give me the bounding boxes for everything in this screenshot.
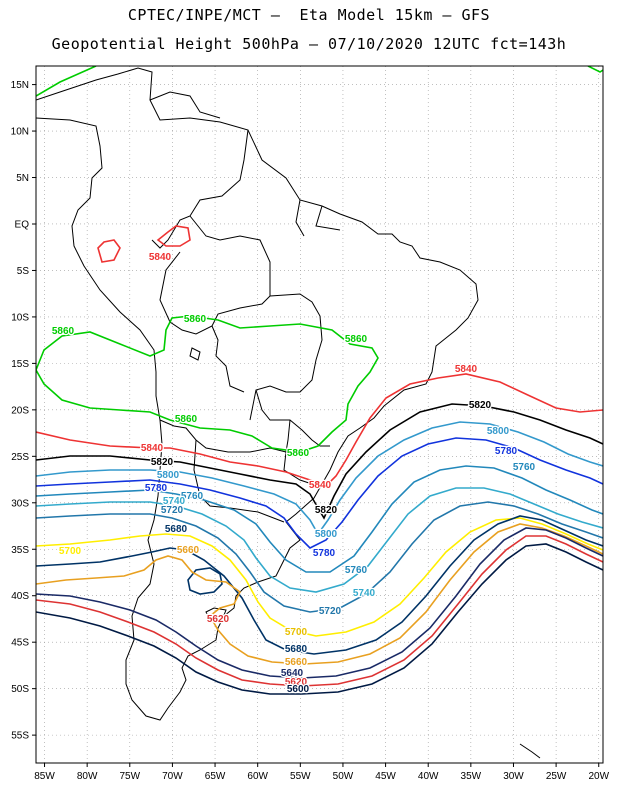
contour-label: 5820 (151, 457, 174, 468)
contour-5860-northeast (587, 66, 603, 73)
lon-tick-label: 60W (247, 771, 268, 782)
contour-label: 5800 (157, 470, 180, 481)
lon-tick-label: 55W (290, 771, 311, 782)
contour-label: 5740 (353, 588, 376, 599)
contour-lines (36, 66, 603, 695)
contour-label: 5820 (315, 505, 338, 516)
lat-tick-label: 30S (11, 498, 29, 509)
contour-5640 (36, 527, 603, 679)
contour-label: 5600 (287, 684, 310, 695)
contour-label: 5840 (455, 364, 478, 375)
lat-tick-label: 5N (16, 173, 29, 184)
contour-label: 5700 (59, 546, 82, 557)
contour-label: 5860 (184, 314, 207, 325)
contour-5660 (36, 523, 603, 665)
contour-label: 5780 (495, 446, 518, 457)
contour-5800 (36, 421, 603, 536)
contour-label: 5680 (285, 644, 308, 655)
lat-tick-label: 55S (11, 731, 29, 742)
lat-tick-label: EQ (15, 219, 30, 230)
contour-5780 (36, 437, 603, 549)
contour-5680 (36, 515, 603, 655)
contour-label: 5780 (145, 483, 168, 494)
contour-label: 5700 (285, 627, 308, 638)
lon-tick-label: 70W (162, 771, 183, 782)
lon-tick-label: 35W (461, 771, 482, 782)
lon-tick-label: 75W (120, 771, 141, 782)
contour-label: 5840 (149, 252, 172, 263)
contour-5760 (36, 465, 603, 573)
contour-5840-amazon-1 (97, 239, 121, 263)
contour-label: 5620 (285, 677, 308, 688)
contour-5740 (36, 487, 603, 593)
lon-tick-label: 30W (503, 771, 524, 782)
axis-ticks: 15N 10N 5N EQ 5S 10S 15S 20S 25S 30S 35S 40S 45S 50S 5… (11, 80, 610, 782)
contour-label: 5860 (345, 334, 368, 345)
contour-5860-north (36, 66, 97, 97)
contour-labels: 5840 5860 5860 5860 5860 5860 5840 5820 5800 5780… (51, 251, 537, 697)
contour-label: 5760 (513, 462, 536, 473)
lat-tick-label: 15N (11, 80, 29, 91)
contour-label: 5620 (207, 614, 230, 625)
contour-label: 5780 (313, 548, 336, 559)
south-america-coastline (36, 67, 479, 721)
contour-label: 5840 (141, 443, 164, 454)
south-georgia (519, 743, 541, 759)
contour-label: 5820 (469, 400, 492, 411)
lat-tick-label: 35S (11, 545, 29, 556)
contour-label: 5860 (52, 326, 75, 337)
contour-5840 (36, 373, 603, 487)
falkland-islands (205, 607, 227, 621)
lat-tick-label: 50S (11, 684, 29, 695)
contour-5840-amazon-2 (156, 225, 191, 247)
lat-tick-label: 10N (11, 127, 29, 138)
contour-5600 (36, 543, 603, 695)
contour-label: 5680 (165, 524, 188, 535)
country-borders (149, 91, 341, 523)
lon-tick-label: 50W (333, 771, 354, 782)
map-frame (35, 65, 604, 764)
contour-label: 5860 (175, 414, 198, 425)
contour-5620 (36, 535, 603, 687)
contour-5860 (36, 315, 379, 453)
lon-tick-label: 40W (418, 771, 439, 782)
lon-tick-label: 20W (588, 771, 609, 782)
contour-label: 5720 (161, 505, 184, 516)
contour-label: 5660 (177, 545, 200, 556)
map-title-line2: Geopotential Height 500hPa – 07/10/2020 … (51, 35, 567, 53)
contour-5720 (36, 501, 603, 613)
lat-tick-label: 10S (11, 312, 29, 323)
contour-label: 5660 (285, 657, 308, 668)
lat-tick-label: 25S (11, 452, 29, 463)
lon-tick-label: 85W (34, 771, 55, 782)
contour-label: 5760 (181, 491, 204, 502)
contour-label: 5740 (163, 496, 186, 507)
contour-label: 5800 (487, 426, 510, 437)
lon-tick-label: 45W (375, 771, 396, 782)
map-title-line1: CPTEC/INPE/MCT – Eta Model 15km – GFS (127, 6, 491, 24)
contour-label: 5720 (319, 606, 342, 617)
contour-label: 5800 (315, 529, 338, 540)
lat-tick-label: 45S (11, 638, 29, 649)
contour-5680-low (187, 567, 223, 595)
contour-label: 5860 (287, 448, 310, 459)
contour-5820 (36, 403, 603, 520)
lat-tick-label: 5S (17, 266, 30, 277)
lat-tick-label: 20S (11, 405, 29, 416)
lat-tick-label: 15S (11, 359, 29, 370)
lon-tick-label: 80W (77, 771, 98, 782)
contour-5700 (36, 517, 603, 637)
lon-tick-label: 25W (546, 771, 567, 782)
lake-titicaca (189, 347, 201, 361)
contour-label: 5840 (309, 480, 332, 491)
lat-tick-label: 40S (11, 591, 29, 602)
map-frame-background (36, 66, 603, 763)
contour-label: 5640 (281, 668, 304, 679)
contour-label: 5760 (345, 565, 368, 576)
lon-tick-label: 65W (205, 771, 226, 782)
graticule (36, 66, 603, 763)
coastlines (36, 67, 541, 759)
